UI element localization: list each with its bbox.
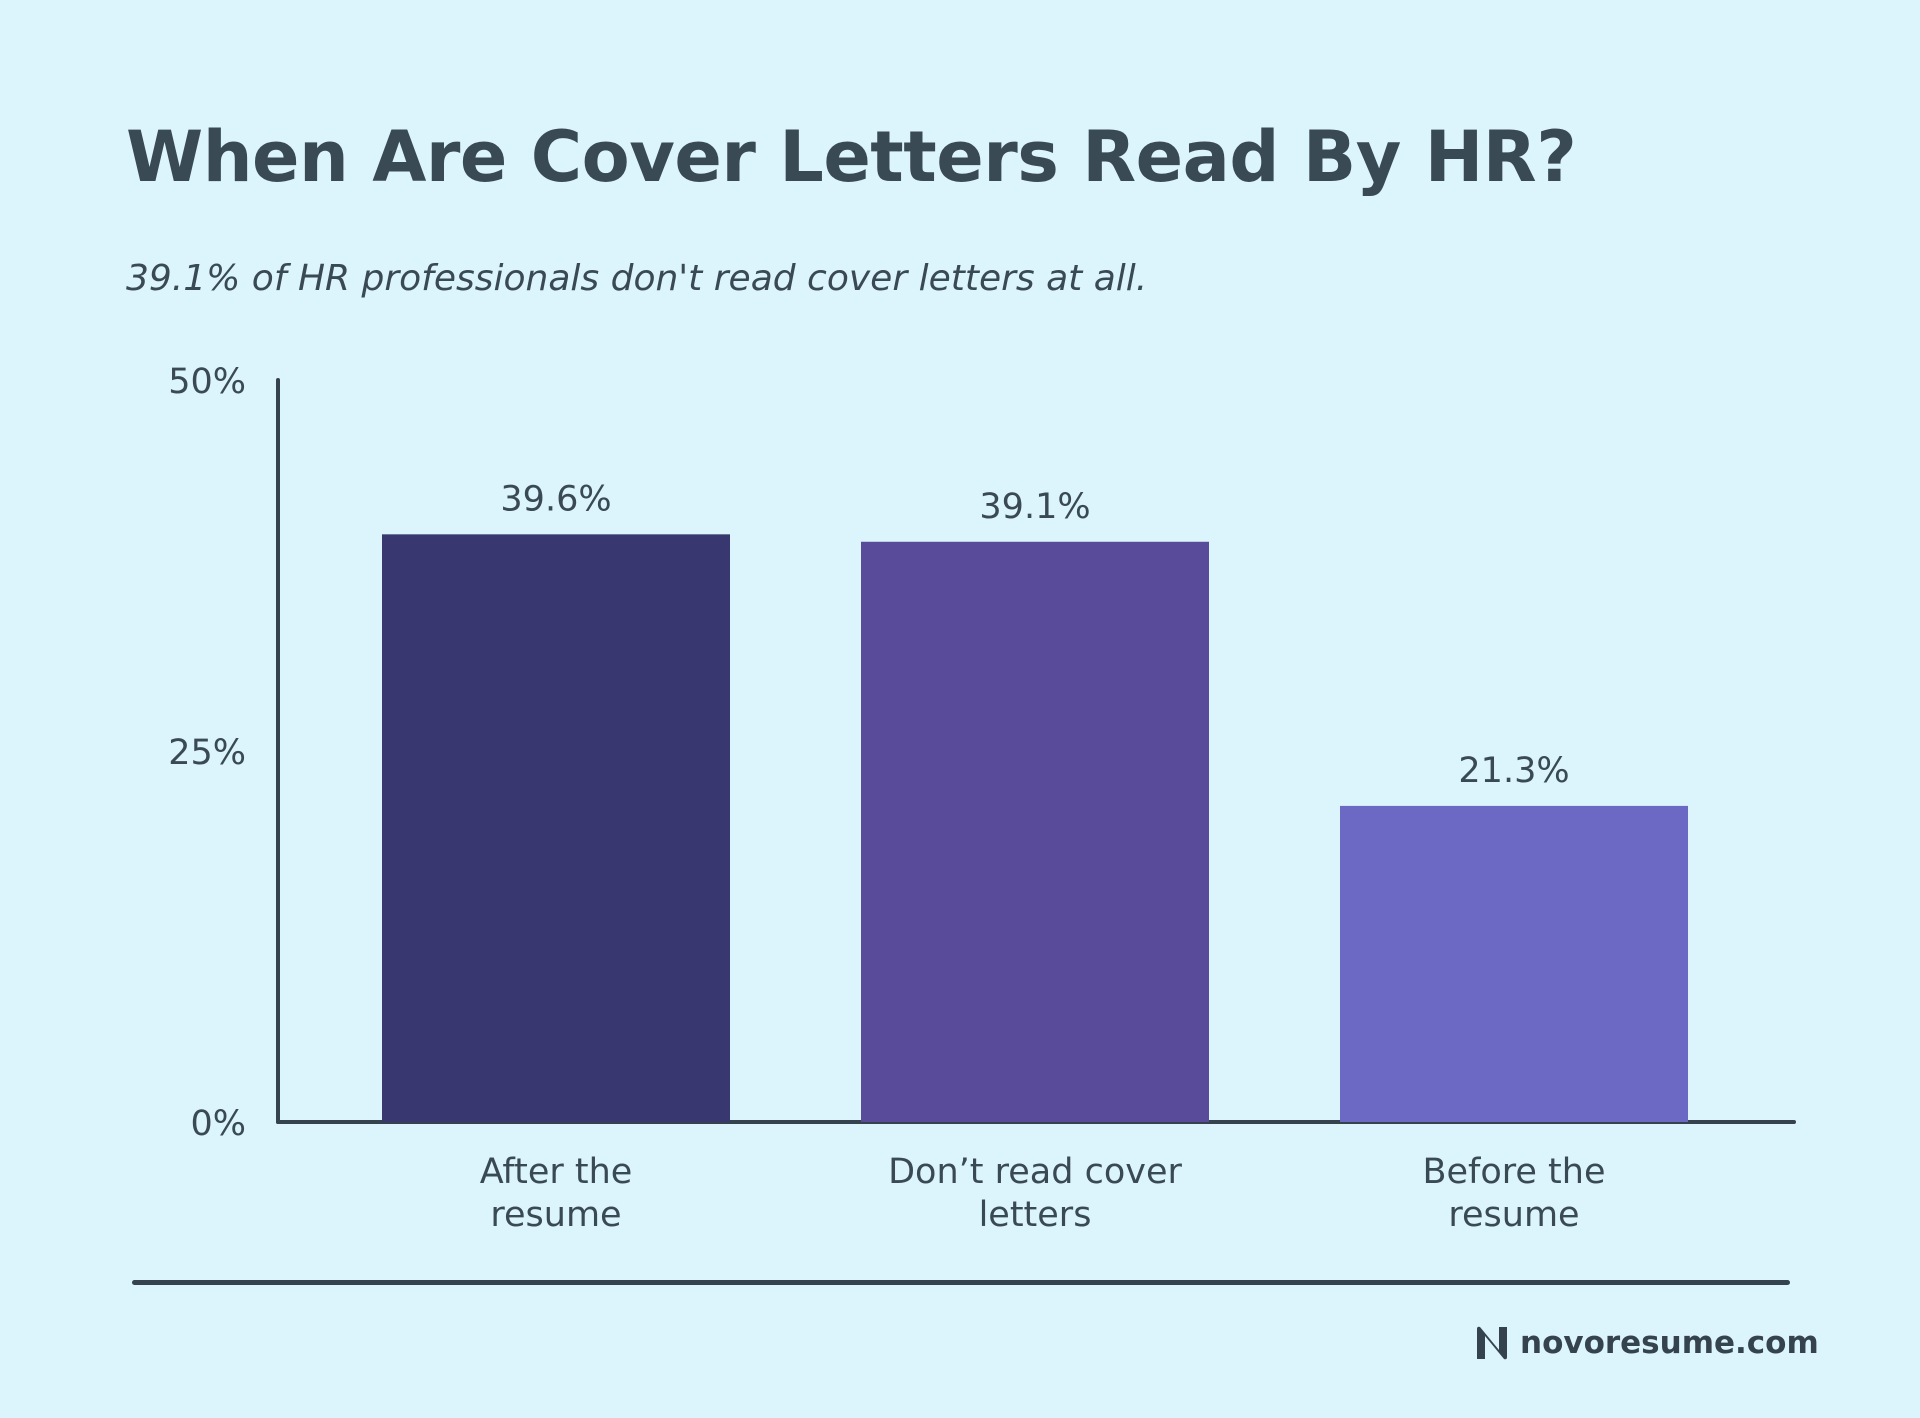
brand-name: novoresume.com [1520, 1325, 1819, 1361]
chart-title: When Are Cover Letters Read By HR? [126, 116, 1577, 198]
novoresume-n-logo-icon [1477, 1326, 1507, 1360]
x-tick-label-1: After the [480, 1152, 633, 1192]
brand-mark[interactable]: novoresume.com [1472, 1318, 1819, 1368]
x-tick-label-2: letters [979, 1195, 1092, 1235]
footer-divider [132, 1280, 1790, 1285]
x-tick-label-3: Before the [1423, 1152, 1606, 1192]
chart-subtitle: 39.1% of HR professionals don't read cov… [126, 258, 1148, 299]
data-label-1: 39.6% [500, 479, 611, 519]
bar-2 [861, 541, 1209, 1122]
bar-1 [382, 534, 730, 1122]
data-label-2: 39.1% [979, 487, 1090, 527]
x-tick-label-3: resume [1448, 1195, 1579, 1235]
y-tick-label: 50% [168, 362, 246, 402]
bar-3 [1340, 805, 1688, 1122]
x-tick-label-2: Don’t read cover [888, 1152, 1182, 1192]
data-label-3: 21.3% [1458, 751, 1569, 791]
y-tick-label: 0% [190, 1104, 246, 1144]
x-tick-label-1: resume [490, 1195, 621, 1235]
y-tick-label: 25% [168, 733, 246, 773]
